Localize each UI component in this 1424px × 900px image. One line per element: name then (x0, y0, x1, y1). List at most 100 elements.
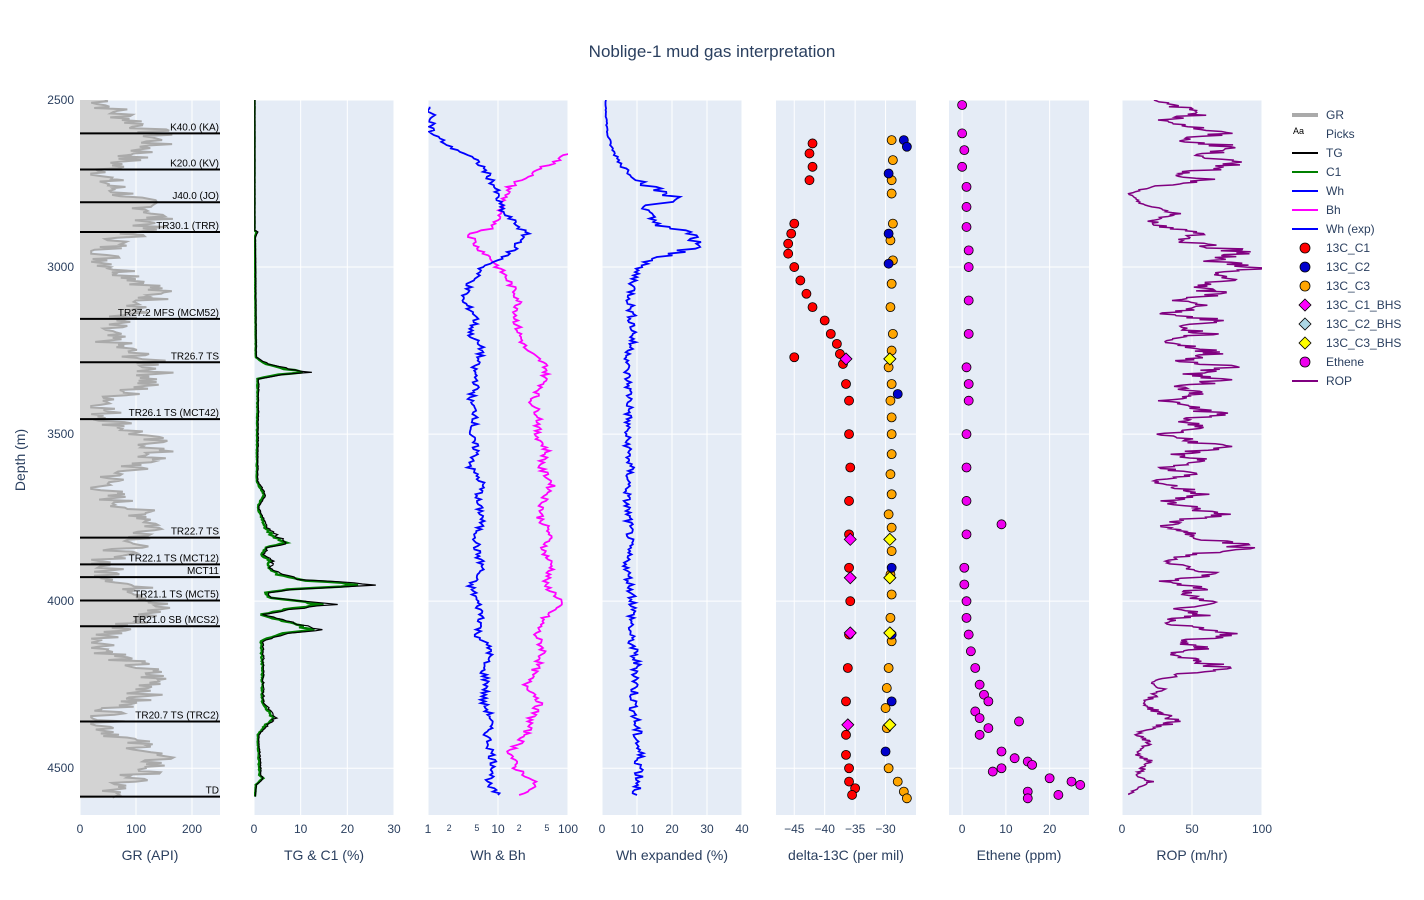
point-13C_C1 (807, 302, 818, 313)
x-minor-tick-label: 2 (517, 823, 522, 833)
point-Ethene (963, 295, 974, 306)
point-13C_C3 (886, 546, 897, 556)
point-Ethene (965, 646, 976, 657)
pick-label: TR20.7 TS (TRC2) (135, 710, 219, 721)
legend-item[interactable]: Ethene (1299, 355, 1364, 369)
point-13C_C3 (883, 509, 894, 520)
point-13C_C1 (841, 696, 851, 707)
y-tick-label: 3500 (47, 427, 74, 441)
pick-label: TR26.1 TS (MCT42) (129, 408, 219, 419)
legend-item[interactable]: Aa Picks (1293, 126, 1355, 141)
point-13C_C3_BHS (883, 352, 897, 366)
pick-label: MCT11 (187, 566, 219, 577)
legend-item[interactable]: 13C_C2 (1299, 260, 1370, 274)
pick-label: TR21.1 TS (MCT5) (134, 590, 219, 601)
legend-swatch: Aa (1293, 126, 1304, 136)
x-minor-tick-label: 2 (447, 823, 452, 833)
panel-content (1127, 100, 1262, 796)
point-Ethene (983, 723, 994, 734)
series-line-Bh (467, 153, 568, 796)
panel-ethene: 0 10 20 Ethene (ppm) (949, 99, 1089, 863)
series-line-ROP (1127, 100, 1262, 796)
point-13C_C2 (883, 228, 894, 239)
legend-item[interactable]: 13C_C3_BHS (1298, 336, 1401, 350)
point-13C_C3 (886, 278, 897, 289)
point-Ethene (961, 362, 972, 373)
legend[interactable]: GR Aa Picks TG C1 Wh Bh Wh (exp) 13C_C1 13C_C2 13C… (1292, 108, 1401, 388)
point-13C_C1 (795, 275, 806, 286)
legend-label: 13C_C2 (1326, 260, 1370, 274)
point-Ethene (961, 222, 972, 232)
point-Ethene (957, 100, 968, 110)
point-Ethene (961, 496, 972, 506)
legend-label: 13C_C2_BHS (1326, 317, 1401, 331)
point-13C_C1 (819, 315, 830, 326)
x-minor-tick-label: 5 (474, 823, 479, 833)
point-13C_C1 (825, 328, 836, 339)
point-13C_C1 (789, 218, 800, 229)
point-Ethene (970, 663, 981, 673)
legend-item[interactable]: 13C_C1_BHS (1298, 298, 1401, 312)
legend-item[interactable]: TG (1292, 146, 1343, 160)
point-Ethene (959, 145, 970, 156)
point-13C_C1 (783, 238, 794, 249)
point-Ethene (959, 562, 970, 573)
legend-item[interactable]: Bh (1292, 203, 1341, 217)
pick-label: TR21.0 SB (MCS2) (133, 615, 219, 626)
legend-label: Ethene (1326, 355, 1364, 369)
point-Ethene (974, 729, 985, 740)
point-13C_C1_BHS (839, 352, 853, 366)
legend-item[interactable]: ROP (1292, 374, 1352, 388)
x-tick-label: 100 (126, 822, 146, 836)
x-tick-label: 0 (959, 822, 966, 836)
legend-label: 13C_C1 (1326, 241, 1370, 255)
point-13C_C2 (892, 389, 903, 399)
point-13C_C1 (844, 562, 854, 573)
legend-swatch (1299, 242, 1311, 254)
point-13C_C3_BHS (883, 571, 897, 585)
point-13C_C1 (844, 763, 854, 774)
pick-label: TR26.7 TS (171, 351, 219, 362)
x-tick-label: 50 (1185, 822, 1199, 836)
point-13C_C2 (901, 141, 912, 152)
legend-swatch (1299, 261, 1311, 273)
point-Ethene (961, 202, 972, 212)
point-13C_C1_BHS (843, 571, 857, 585)
legend-item[interactable]: 13C_C1 (1299, 241, 1370, 255)
point-Ethene (961, 429, 972, 440)
x-tick-label: 1 (425, 822, 432, 836)
pick-label: TR22.7 TS (171, 527, 219, 538)
point-Ethene (961, 612, 972, 623)
point-13C_C1 (807, 161, 818, 172)
point-Ethene (996, 746, 1007, 757)
point-Ethene (974, 713, 985, 724)
legend-item[interactable]: 13C_C2_BHS (1298, 317, 1401, 331)
legend-swatch (1298, 336, 1312, 350)
y-tick-label: 4500 (47, 761, 74, 775)
point-13C_C1 (835, 349, 845, 359)
legend-item[interactable]: C1 (1292, 165, 1342, 179)
point-13C_C1 (831, 339, 842, 349)
point-Ethene (983, 696, 994, 707)
point-13C_C3 (883, 763, 894, 774)
panel-d13c: −45 −40 −35 −30 delta-13C (per mil) (776, 99, 916, 863)
point-13C_C3 (886, 412, 897, 423)
x-axis-title: delta-13C (per mil) (788, 847, 904, 863)
legend-item[interactable]: 13C_C3 (1299, 279, 1370, 293)
point-13C_C1 (844, 395, 854, 406)
point-13C_C3_BHS (883, 626, 897, 640)
pick-label: TR30.1 (TRR) (156, 221, 219, 232)
legend-item[interactable]: Wh (1292, 184, 1344, 198)
legend-item[interactable]: GR (1292, 108, 1344, 122)
point-13C_C3_BHS (883, 532, 897, 546)
point-13C_C1 (789, 352, 800, 363)
point-Ethene (957, 128, 968, 139)
x-axis-title: ROP (m/hr) (1156, 847, 1227, 863)
plot-background (949, 100, 1089, 815)
point-Ethene (957, 161, 968, 172)
point-13C_C3 (886, 379, 897, 389)
y-tick-label: 3000 (47, 260, 74, 274)
legend-swatch (1299, 280, 1311, 292)
legend-item[interactable]: Wh (exp) (1292, 222, 1375, 236)
